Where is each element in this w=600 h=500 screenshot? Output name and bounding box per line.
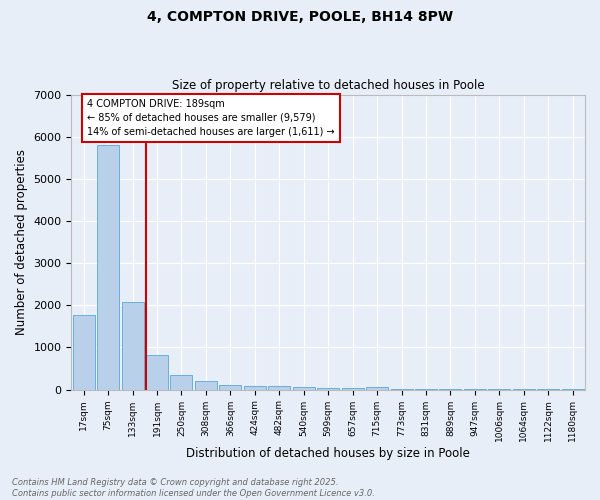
Bar <box>366 388 388 390</box>
Y-axis label: Number of detached properties: Number of detached properties <box>15 149 28 335</box>
Bar <box>170 375 193 390</box>
Bar <box>220 385 241 390</box>
Bar <box>341 388 364 390</box>
Text: 4 COMPTON DRIVE: 189sqm
← 85% of detached houses are smaller (9,579)
14% of semi: 4 COMPTON DRIVE: 189sqm ← 85% of detache… <box>87 99 335 137</box>
X-axis label: Distribution of detached houses by size in Poole: Distribution of detached houses by size … <box>186 447 470 460</box>
Bar <box>293 388 315 390</box>
Bar <box>122 302 143 390</box>
Bar <box>268 386 290 390</box>
Text: 4, COMPTON DRIVE, POOLE, BH14 8PW: 4, COMPTON DRIVE, POOLE, BH14 8PW <box>147 10 453 24</box>
Title: Size of property relative to detached houses in Poole: Size of property relative to detached ho… <box>172 79 485 92</box>
Text: Contains HM Land Registry data © Crown copyright and database right 2025.
Contai: Contains HM Land Registry data © Crown c… <box>12 478 375 498</box>
Bar <box>73 314 95 390</box>
Bar <box>146 355 168 390</box>
Bar <box>97 145 119 390</box>
Bar <box>195 382 217 390</box>
Bar <box>317 388 339 390</box>
Bar <box>244 386 266 390</box>
